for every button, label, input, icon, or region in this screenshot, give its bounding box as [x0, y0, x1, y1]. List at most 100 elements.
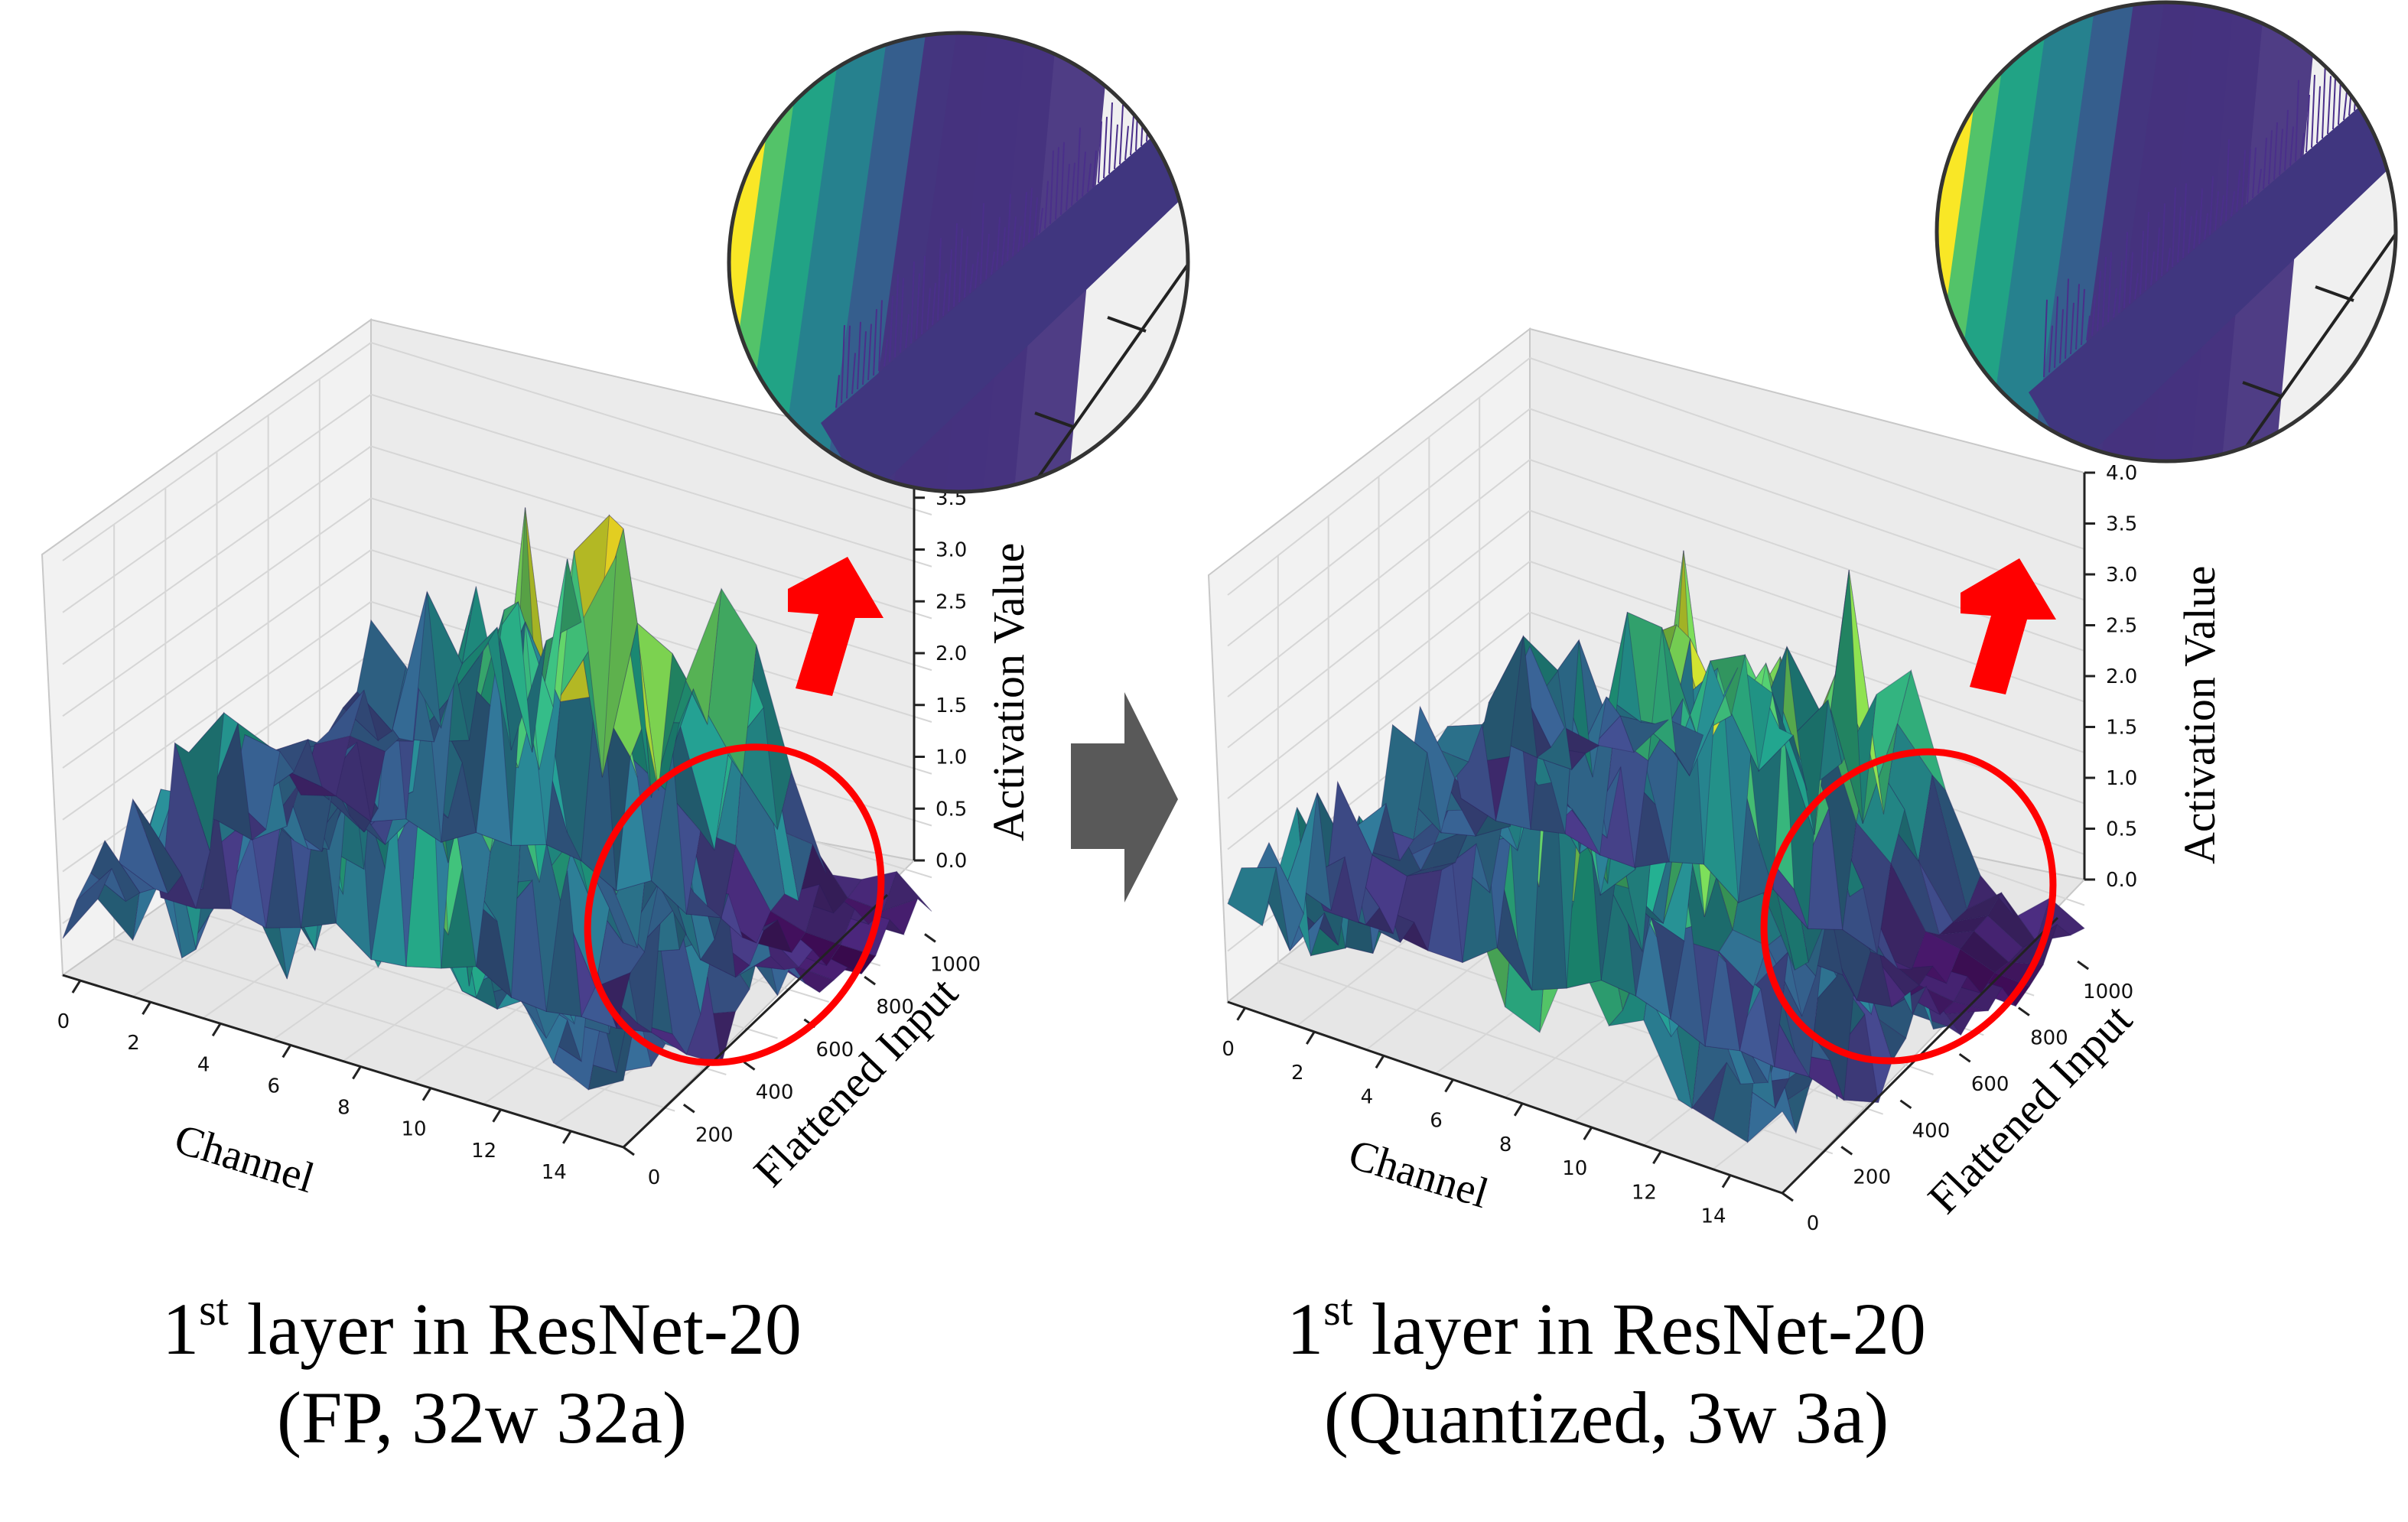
fp-zoom-spike [1066, 164, 1070, 211]
quant-zoom-spike [2241, 150, 2246, 208]
fp-zoom-spike [873, 309, 877, 376]
fp-x-tick-label: 8 [337, 1097, 350, 1120]
quant-zoom-spike [2134, 273, 2139, 300]
quant-z-tick-label: 3.0 [2106, 564, 2137, 587]
fp-zoom-inset [727, 31, 1190, 494]
fp-zoom-spike [857, 321, 861, 390]
fp-zoom-spike [964, 236, 968, 298]
fp-zoom-spike [1076, 127, 1081, 202]
fp-zoom-spike [975, 252, 979, 289]
fp-zoom-spike [926, 288, 931, 330]
fp-caption: 1st layer in ResNet-20 (FP, 32w 32a) [76, 1285, 887, 1462]
quant-zoom-spike [2322, 61, 2326, 139]
fp-x-tick-mark [142, 1001, 151, 1015]
fp-x-tick-mark [562, 1130, 572, 1144]
fp-zoom-spike [841, 325, 845, 404]
fp-y-ticks: 0 200 400 600 800 1000 [623, 933, 981, 1189]
transition-arrow [1071, 692, 1178, 902]
fp-zoom-spike [1092, 150, 1097, 188]
quant-x-tick-mark [1444, 1078, 1454, 1093]
quant-x-tick-mark [1513, 1103, 1524, 1117]
quant-zoom-spike [2279, 128, 2283, 176]
fp-zoom-spike [1044, 180, 1049, 229]
quant-zoom-spike [2300, 132, 2305, 158]
fp-zoom-spike [900, 278, 904, 353]
fp-zoom-spike [932, 282, 936, 326]
fp-zoom-spike [953, 223, 958, 307]
quant-y-tick-mark [1782, 1192, 1794, 1202]
quant-x-tick-label: 14 [1700, 1205, 1726, 1228]
quant-x-tick-label: 6 [1430, 1110, 1443, 1133]
quant-zoom-spike [2236, 170, 2240, 213]
quant-zoom-axis-tick [2315, 285, 2354, 302]
fp-surface [62, 507, 932, 1091]
quant-zoom-spike [2150, 251, 2155, 286]
quant-highlight-ellipse [1760, 748, 2057, 1065]
fp-y-tick-label: 600 [816, 1039, 854, 1062]
quant-increase-arrow [1961, 558, 2056, 694]
quant-zoom-spike [2156, 227, 2160, 281]
fp-zoom-spike [1103, 116, 1108, 179]
fp-zoom-axis-tick [1034, 411, 1074, 428]
fp-zoom-spike [1007, 194, 1011, 262]
fp-zoom-spike [916, 273, 920, 340]
quant-zoom-spike [2257, 168, 2262, 194]
fp-zoom-spike [1049, 150, 1054, 225]
quant-y-tick-label: 200 [1853, 1166, 1891, 1189]
fp-zoom-spike [948, 249, 952, 312]
quant-zoom-spike [2188, 216, 2192, 254]
quant-zoom-spike [2209, 176, 2214, 236]
fp-y-tick-mark [682, 1104, 695, 1114]
quant-zoom-spike [2198, 188, 2203, 245]
fp-increase-arrow [788, 557, 883, 696]
fp-zoom-spike [942, 273, 947, 317]
quant-caption-line2: (Quantized, 3w 3a) [1323, 1377, 1889, 1459]
quant-caption: 1st layer in ResNet-20 (Quantized, 3w 3a… [1201, 1285, 2012, 1462]
quant-z-tick-label: 1.5 [2106, 717, 2137, 740]
fp-y-tick-label: 200 [695, 1124, 734, 1146]
quant-x-tick-label: 12 [1632, 1181, 1657, 1204]
quant-y-tick-mark [1958, 1052, 1971, 1063]
quant-z-tick-label: 0.5 [2106, 818, 2137, 841]
quant-x-tick-mark [1583, 1127, 1593, 1140]
quant-z-tick-label: 2.0 [2106, 665, 2137, 688]
fp-zoom-spike [1108, 102, 1113, 174]
fp-x-tick-mark [211, 1023, 222, 1037]
fp-x-tick-mark [492, 1108, 502, 1123]
fp-zoom-border [727, 31, 1190, 494]
quant-y-tick-label: 0 [1807, 1212, 1820, 1235]
fp-zoom-spike [937, 238, 942, 321]
quant-x-tick-mark [1236, 1007, 1246, 1021]
quant-zoom-border [1935, 0, 2398, 463]
quant-zoom-spike [2182, 183, 2187, 259]
quant-zoom-spike [2316, 86, 2321, 144]
quant-surface [1227, 550, 2085, 1143]
fp-z-tick-label: 2.5 [936, 590, 967, 613]
fp-z-tick-label: 0.5 [936, 798, 967, 821]
quant-zoom-spike [2311, 74, 2315, 148]
fp-x-tick-label: 6 [268, 1075, 281, 1098]
fp-x-tick-mark [281, 1044, 292, 1059]
fp-zoom-spike [1028, 187, 1033, 243]
fp-zoom-spike [980, 203, 984, 285]
quant-zoom-spike [2075, 284, 2080, 350]
fp-zoom-spike [1071, 162, 1075, 207]
fp-zoom-spike [1060, 141, 1065, 216]
quant-x-tick-mark [1721, 1174, 1732, 1189]
quant-zoom-spike [2273, 122, 2278, 180]
fp-zoom-ridge [821, 132, 1188, 492]
fp-xlabel: Channel [169, 1115, 320, 1202]
fp-zoom-spike [921, 255, 926, 335]
fp-zoom-spike [883, 339, 888, 367]
fp-zlabel: Activation Value [984, 543, 1033, 841]
fp-zoom-spike [1033, 197, 1038, 239]
quant-y-tick-mark [2018, 1007, 2030, 1016]
fp-zoom-spike [1039, 207, 1043, 234]
fp-x-ticks: 0 2 4 6 8 10 12 14 [57, 980, 572, 1184]
quant-zoom-axis-tick [2242, 381, 2282, 398]
fp-x-tick-label: 2 [127, 1032, 140, 1055]
fp-surface-facet [665, 722, 715, 851]
quant-zoom-spike [2161, 203, 2166, 277]
quant-zoom-spike [2166, 248, 2171, 272]
quant-y-tick-mark [2077, 960, 2089, 971]
